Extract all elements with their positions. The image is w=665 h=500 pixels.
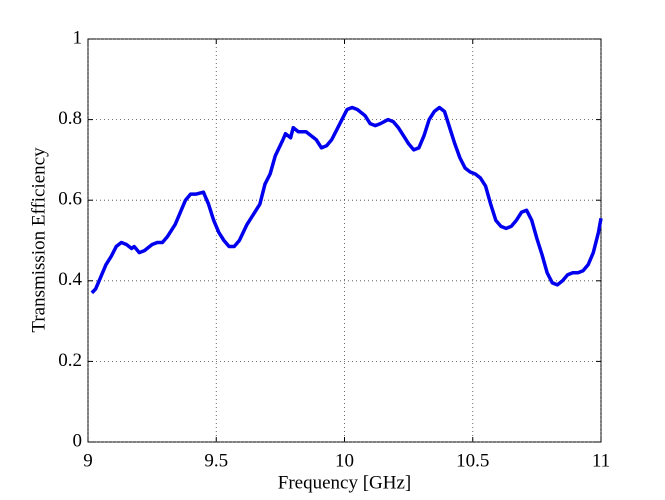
y-tick-label: 0.2 — [58, 350, 82, 371]
y-tick-label: 0.4 — [58, 269, 82, 290]
x-tick-label: 9 — [83, 450, 93, 471]
x-tick-label: 10 — [335, 450, 354, 471]
data-line — [90, 105, 603, 295]
x-tick-label: 10.5 — [456, 450, 489, 471]
y-tick-label: 0.8 — [58, 108, 82, 129]
y-tick-label: 0 — [73, 430, 83, 451]
y-tick-label: 0.6 — [58, 189, 82, 210]
plot-area — [87, 38, 602, 443]
x-tick-label: 11 — [592, 450, 610, 471]
x-tick-label: 9.5 — [204, 450, 228, 471]
y-axis-label: Transmission Efficiency — [28, 147, 49, 333]
y-tick-label: 1 — [73, 27, 83, 48]
x-axis-label: Frequency [GHz] — [278, 472, 411, 493]
